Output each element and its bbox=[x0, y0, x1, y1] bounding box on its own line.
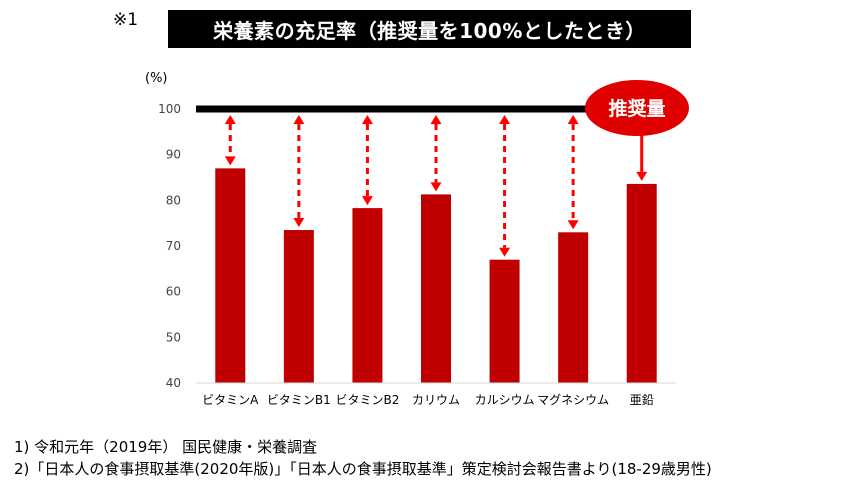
sources: 1) 令和元年（2019年） 国民健康・栄養調査 2)「日本人の食事摂取基準(2… bbox=[14, 436, 712, 480]
gap-arrow bbox=[293, 115, 305, 228]
x-tick-label: カリウム bbox=[412, 393, 460, 407]
bar bbox=[558, 232, 589, 383]
bars bbox=[215, 168, 657, 383]
source-line-1: 1) 令和元年（2019年） 国民健康・栄養調査 bbox=[14, 438, 318, 456]
arrow-head-down bbox=[361, 196, 373, 206]
y-tick-label: 40 bbox=[166, 376, 181, 390]
reference-badge-label: 推奨量 bbox=[608, 97, 665, 120]
x-tick-label: ビタミンB2 bbox=[335, 393, 399, 407]
chart-title: 栄養素の充足率（推奨量を100%としたとき） bbox=[168, 10, 691, 48]
bar bbox=[283, 230, 314, 383]
arrow-head-down bbox=[224, 156, 236, 166]
y-tick-label: 50 bbox=[166, 330, 181, 344]
gap-arrow bbox=[499, 115, 511, 257]
gap-arrow bbox=[224, 115, 236, 166]
arrow-head-up bbox=[293, 115, 305, 124]
y-tick-label: 80 bbox=[166, 193, 181, 207]
bar bbox=[421, 194, 451, 383]
reference-badge: 推奨量 bbox=[585, 80, 689, 136]
arrow-head-up bbox=[361, 115, 373, 124]
arrow-head-down bbox=[499, 247, 511, 257]
arrow-head-up bbox=[499, 115, 511, 124]
y-tick-label: 70 bbox=[166, 239, 181, 253]
x-tick-label: ビタミンA bbox=[202, 393, 259, 407]
y-axis-unit: (%) bbox=[145, 71, 168, 86]
y-tick-label: 60 bbox=[166, 285, 181, 299]
y-tick-label: 100 bbox=[158, 102, 181, 116]
bar bbox=[352, 208, 383, 383]
gap-arrow bbox=[361, 115, 373, 206]
arrow-head-down bbox=[293, 218, 305, 228]
gap-arrow bbox=[636, 129, 648, 181]
arrow-head-down bbox=[567, 220, 579, 230]
y-axis-ticks: 40 50 60 70 80 90 100 bbox=[158, 102, 181, 390]
y-tick-label: 90 bbox=[166, 148, 181, 162]
x-tick-label: カルシウム bbox=[475, 393, 535, 407]
arrow-head-up bbox=[224, 115, 236, 124]
footnote-mark: ※1 bbox=[113, 10, 139, 30]
x-axis-labels: ビタミンA ビタミンB1 ビタミンB2 カリウム カルシウム マグネシウム 亜鉛 bbox=[202, 393, 654, 407]
source-line-2: 2)「日本人の食事摂取基準(2020年版)」「日本人の食事摂取基準」策定検討会報… bbox=[14, 460, 712, 478]
arrows bbox=[224, 115, 648, 257]
arrow-head-up bbox=[430, 115, 442, 124]
bar bbox=[215, 168, 246, 383]
gap-arrow bbox=[430, 115, 442, 192]
reference-badge-shape bbox=[585, 80, 689, 136]
arrow-head-down bbox=[636, 171, 648, 181]
arrow-head-up bbox=[567, 115, 579, 124]
x-tick-label: マグネシウム bbox=[537, 393, 609, 407]
bar bbox=[626, 183, 657, 383]
x-tick-label: ビタミンB1 bbox=[267, 393, 331, 407]
bar bbox=[489, 259, 520, 383]
gap-arrow bbox=[567, 115, 579, 230]
x-tick-label: 亜鉛 bbox=[630, 393, 654, 407]
arrow-head-down bbox=[430, 182, 442, 192]
